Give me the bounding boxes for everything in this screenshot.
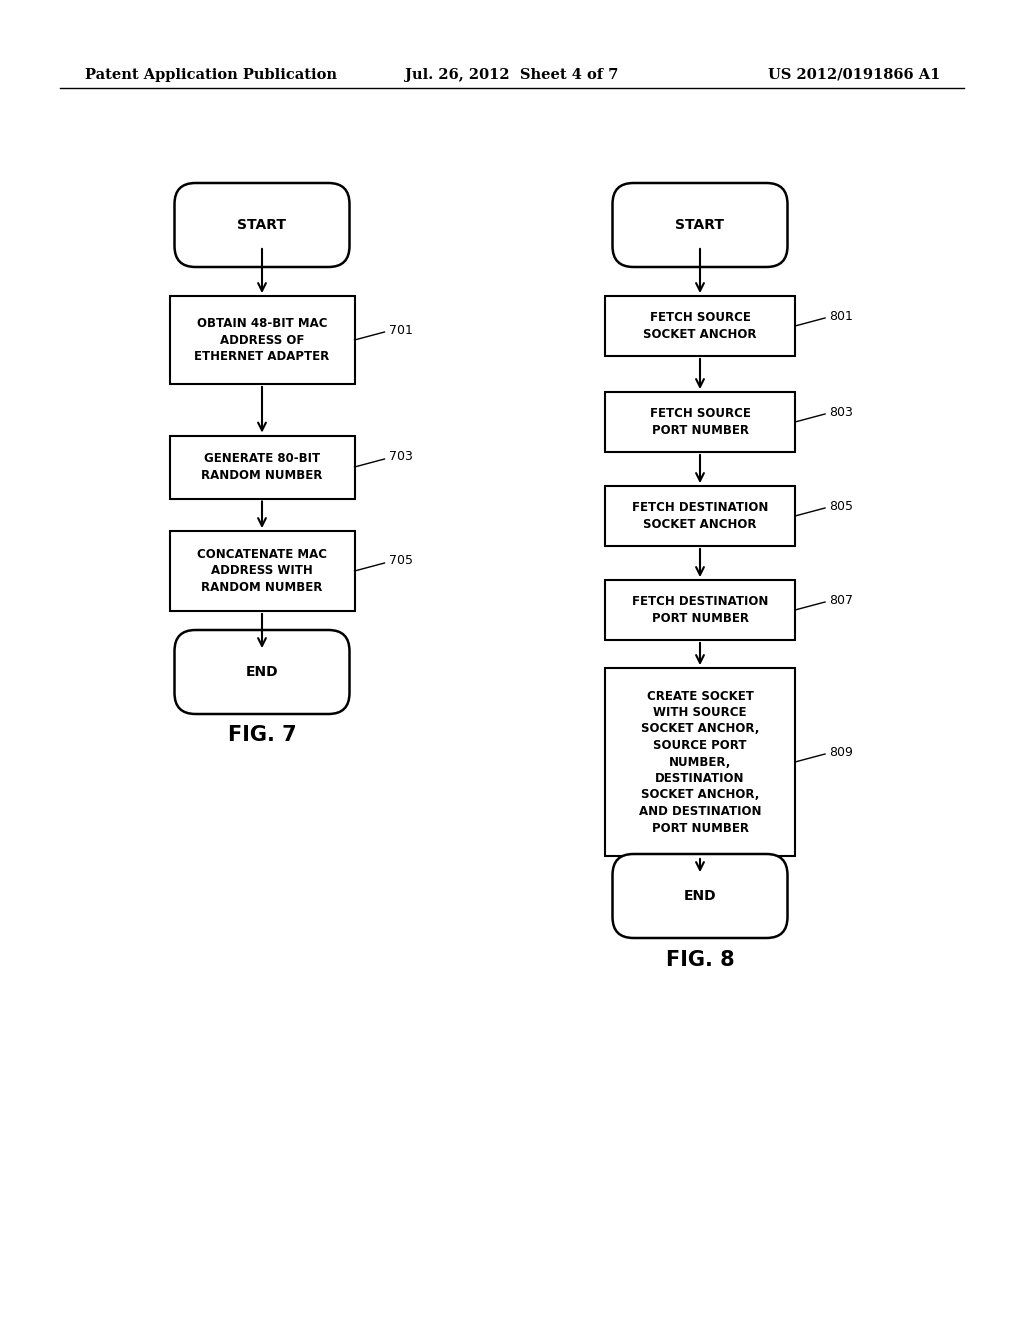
Text: START: START <box>676 218 725 232</box>
Text: FIG. 8: FIG. 8 <box>666 950 734 970</box>
Text: FETCH DESTINATION
PORT NUMBER: FETCH DESTINATION PORT NUMBER <box>632 595 768 624</box>
Text: Patent Application Publication: Patent Application Publication <box>85 69 337 82</box>
Text: OBTAIN 48-BIT MAC
ADDRESS OF
ETHERNET ADAPTER: OBTAIN 48-BIT MAC ADDRESS OF ETHERNET AD… <box>195 317 330 363</box>
Bar <box>170 436 354 499</box>
Bar <box>170 296 354 384</box>
Text: END: END <box>246 665 279 678</box>
Bar <box>170 531 354 611</box>
Text: CONCATENATE MAC
ADDRESS WITH
RANDOM NUMBER: CONCATENATE MAC ADDRESS WITH RANDOM NUMB… <box>197 548 327 594</box>
Bar <box>605 579 795 640</box>
Text: FETCH SOURCE
SOCKET ANCHOR: FETCH SOURCE SOCKET ANCHOR <box>643 312 757 341</box>
Text: 803: 803 <box>829 405 853 418</box>
Bar <box>605 296 795 356</box>
Text: FIG. 7: FIG. 7 <box>227 725 296 744</box>
Text: 701: 701 <box>388 323 413 337</box>
Text: START: START <box>238 218 287 232</box>
Text: US 2012/0191866 A1: US 2012/0191866 A1 <box>768 69 940 82</box>
FancyBboxPatch shape <box>612 183 787 267</box>
Text: GENERATE 80-BIT
RANDOM NUMBER: GENERATE 80-BIT RANDOM NUMBER <box>202 453 323 482</box>
Text: Jul. 26, 2012  Sheet 4 of 7: Jul. 26, 2012 Sheet 4 of 7 <box>406 69 618 82</box>
Text: END: END <box>684 888 717 903</box>
Text: CREATE SOCKET
WITH SOURCE
SOCKET ANCHOR,
SOURCE PORT
NUMBER,
DESTINATION
SOCKET : CREATE SOCKET WITH SOURCE SOCKET ANCHOR,… <box>639 689 761 834</box>
Text: FETCH SOURCE
PORT NUMBER: FETCH SOURCE PORT NUMBER <box>649 408 751 437</box>
FancyBboxPatch shape <box>174 183 349 267</box>
Bar <box>605 486 795 546</box>
Text: 805: 805 <box>829 499 853 512</box>
Text: 705: 705 <box>388 554 413 568</box>
FancyBboxPatch shape <box>612 854 787 939</box>
Bar <box>605 668 795 855</box>
Text: 809: 809 <box>829 746 853 759</box>
Text: 807: 807 <box>829 594 853 606</box>
Text: 801: 801 <box>829 309 853 322</box>
FancyBboxPatch shape <box>174 630 349 714</box>
Text: 703: 703 <box>388 450 413 463</box>
Bar <box>605 392 795 451</box>
Text: FETCH DESTINATION
SOCKET ANCHOR: FETCH DESTINATION SOCKET ANCHOR <box>632 502 768 531</box>
